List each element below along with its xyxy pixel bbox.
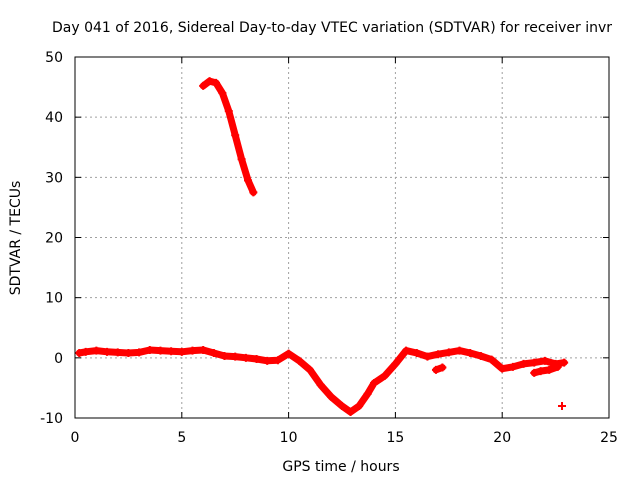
data-point (346, 407, 355, 416)
y-tick-label: 30 (45, 170, 63, 186)
data-point (92, 346, 101, 355)
data-point (305, 365, 314, 374)
data-point (295, 356, 304, 365)
data-point (316, 380, 325, 389)
y-axis-label: SDTVAR / TECUs (8, 181, 24, 296)
data-point (188, 346, 197, 355)
data-point (205, 77, 214, 86)
data-point (135, 348, 144, 357)
data-point (423, 352, 432, 361)
data-point (224, 107, 233, 116)
data-point (177, 347, 186, 356)
data-point (412, 349, 421, 358)
data-point (434, 350, 443, 359)
data-point (231, 352, 240, 361)
data-point (560, 358, 569, 367)
y-tick-label: 50 (45, 50, 63, 66)
data-point (508, 362, 517, 371)
data-point (363, 389, 372, 398)
data-point (81, 347, 90, 356)
data-point (391, 359, 400, 368)
y-tick-label: 10 (45, 291, 63, 307)
data-point (327, 392, 336, 401)
data-point (466, 349, 475, 358)
data-point (284, 349, 293, 358)
data-point (237, 155, 246, 164)
data-point (558, 401, 567, 410)
x-tick-label: 0 (71, 430, 80, 446)
data-point (199, 81, 208, 90)
data-point (199, 346, 208, 355)
data-point (75, 349, 84, 358)
data-point (380, 371, 389, 380)
data-point (431, 365, 440, 374)
data-point (231, 131, 240, 140)
data-point (487, 355, 496, 364)
y-tick-label: 0 (54, 351, 63, 367)
y-tick-label: 20 (45, 231, 63, 247)
data-point (167, 347, 176, 356)
x-tick-label: 20 (493, 430, 511, 446)
data-point (455, 346, 464, 355)
data-point (530, 368, 539, 377)
x-axis-label: GPS time / hours (282, 459, 399, 475)
chart-title: Day 041 of 2016, Sidereal Day-to-day VTE… (52, 20, 612, 36)
data-point (498, 364, 507, 373)
data-point (476, 352, 485, 361)
data-layer (75, 77, 569, 416)
y-tick-label: -10 (40, 411, 63, 427)
data-point (530, 358, 539, 367)
data-point (211, 78, 220, 87)
y-tick-label: 40 (45, 110, 63, 126)
x-tick-label: 15 (386, 430, 404, 446)
data-point (241, 353, 250, 362)
data-point (438, 363, 447, 372)
data-point (113, 348, 122, 357)
data-point (370, 379, 379, 388)
data-point (263, 356, 272, 365)
data-point (402, 346, 411, 355)
data-point (209, 349, 218, 358)
data-point (545, 365, 554, 374)
x-tick-label: 25 (600, 430, 618, 446)
data-point (338, 401, 346, 410)
x-tick-label: 10 (280, 430, 298, 446)
data-point (244, 176, 253, 185)
data-point (156, 346, 165, 355)
data-point (249, 188, 258, 197)
data-point (218, 89, 227, 98)
data-point (252, 355, 261, 364)
data-point (273, 356, 282, 365)
x-tick-label: 5 (177, 430, 186, 446)
data-point (540, 356, 549, 365)
data-point (145, 346, 154, 355)
data-point (536, 367, 545, 376)
data-point (519, 359, 528, 368)
data-point (103, 347, 112, 356)
data-point (444, 348, 453, 357)
tick-layer: 0 5 10 15 20 25 -10 0 10 20 30 40 50 (40, 50, 618, 446)
data-point (355, 401, 364, 410)
data-point (124, 349, 133, 358)
data-point (220, 352, 229, 361)
grid-layer (75, 57, 609, 418)
data-point (553, 362, 562, 371)
